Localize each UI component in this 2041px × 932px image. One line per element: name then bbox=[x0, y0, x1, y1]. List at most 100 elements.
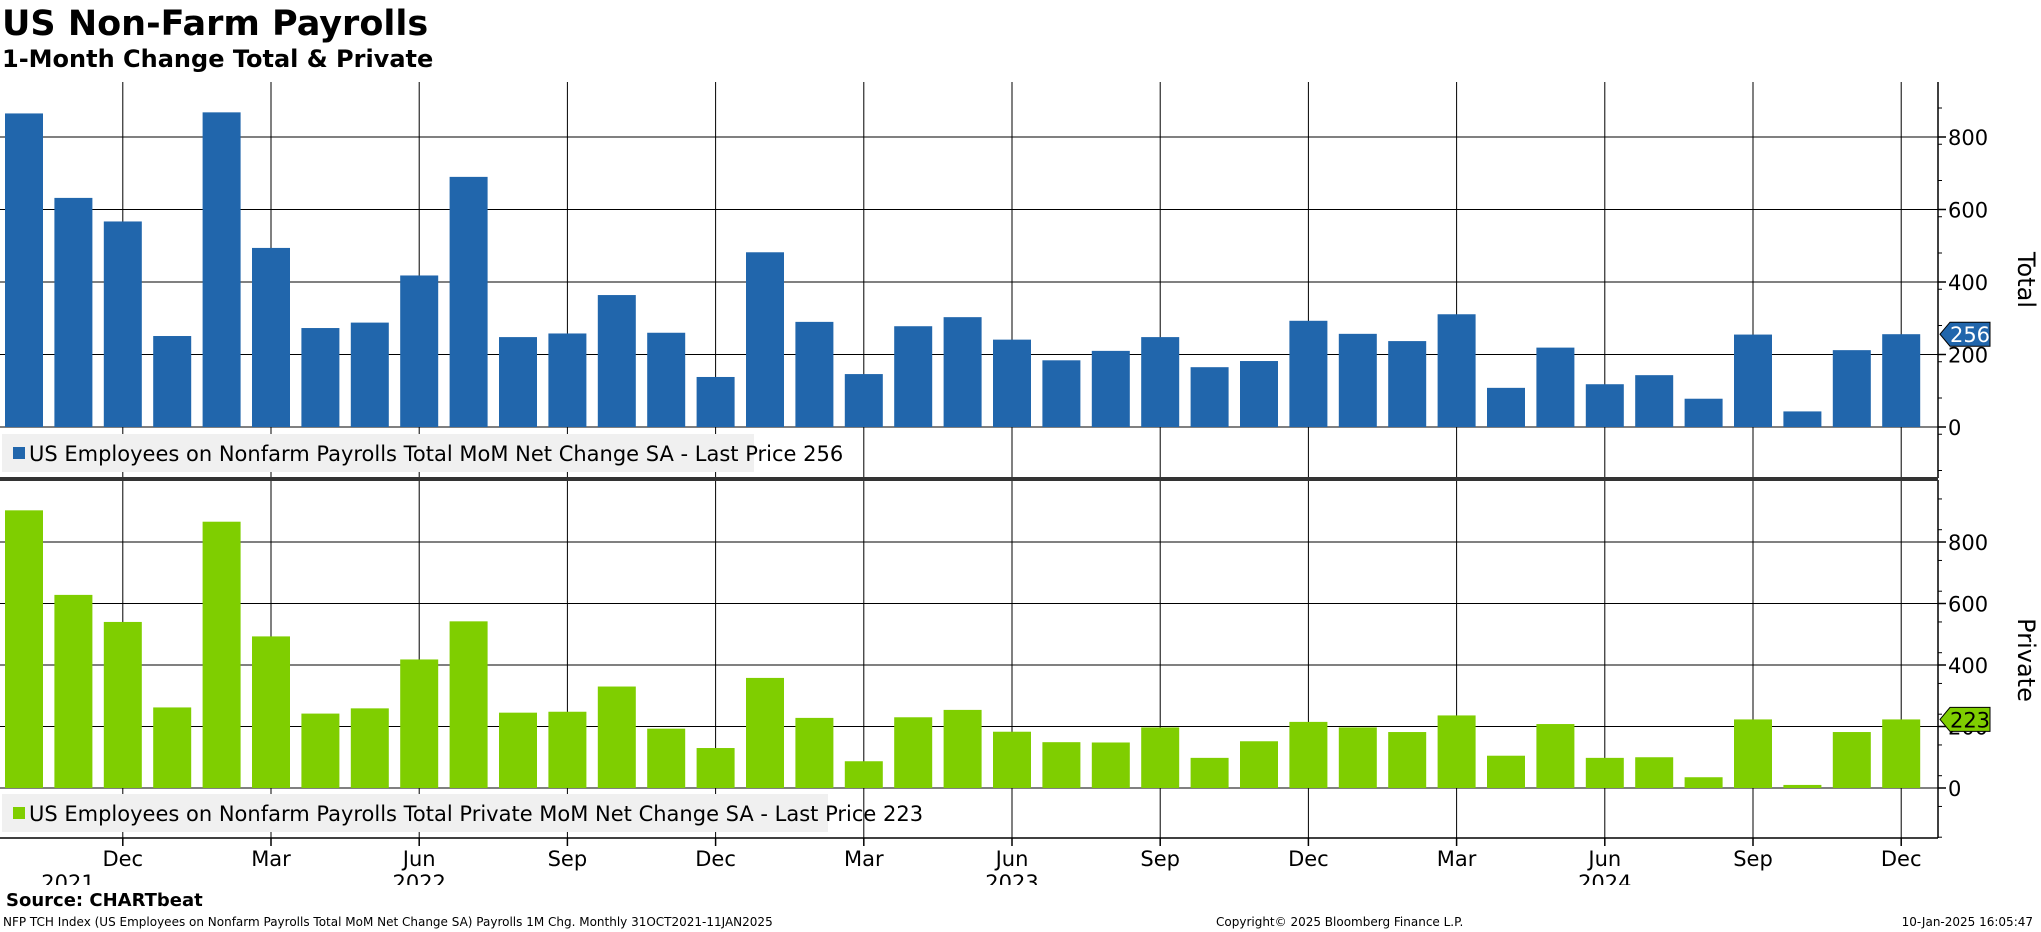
x-tick-label: Dec bbox=[102, 847, 143, 871]
x-year-label: 2023 bbox=[985, 871, 1038, 885]
private-bar bbox=[449, 621, 488, 788]
total-bar bbox=[1141, 337, 1180, 427]
total-bar bbox=[746, 252, 784, 427]
total-legend-swatch bbox=[13, 447, 25, 459]
private-bar bbox=[1585, 757, 1624, 788]
private-bar bbox=[301, 713, 340, 788]
x-year-label: 2022 bbox=[392, 871, 445, 885]
private-bar bbox=[1042, 742, 1081, 788]
private-bar bbox=[1635, 757, 1674, 788]
total-legend-box bbox=[2, 434, 754, 472]
total-bar bbox=[301, 328, 340, 427]
total-bar bbox=[1882, 334, 1921, 427]
total-bar bbox=[1240, 361, 1278, 427]
total-ytick-label: 600 bbox=[1948, 199, 1988, 223]
total-bar bbox=[252, 247, 290, 427]
total-bar bbox=[597, 295, 636, 427]
private-bar bbox=[548, 711, 587, 788]
total-bar bbox=[647, 332, 686, 427]
private-ytick-label: 400 bbox=[1948, 654, 1988, 678]
private-legend-text: US Employees on Nonfarm Payrolls Total P… bbox=[29, 802, 923, 826]
x-tick-label: Jun bbox=[1586, 847, 1621, 871]
chart-subtitle: 1-Month Change Total & Private bbox=[2, 45, 434, 73]
total-bar bbox=[1042, 360, 1081, 427]
private-bar bbox=[499, 712, 537, 788]
private-bar bbox=[400, 659, 439, 788]
total-ytick-label: 0 bbox=[1948, 416, 1961, 440]
x-year-label: 2024 bbox=[1578, 871, 1631, 885]
total-bar bbox=[548, 333, 587, 427]
total-ytick-label: 200 bbox=[1948, 344, 1988, 368]
total-bar bbox=[1487, 387, 1525, 427]
total-last-price-tag bbox=[1939, 321, 1991, 347]
private-bar bbox=[1882, 719, 1921, 788]
private-bar bbox=[5, 510, 43, 788]
private-bar bbox=[1536, 724, 1575, 788]
total-bar bbox=[1783, 411, 1822, 427]
private-legend-box bbox=[2, 794, 828, 832]
total-bar bbox=[1437, 314, 1476, 427]
total-bar bbox=[1684, 398, 1723, 427]
private-bar bbox=[153, 707, 192, 788]
total-bar bbox=[1091, 350, 1130, 427]
total-bar bbox=[1585, 384, 1624, 427]
private-legend-swatch bbox=[13, 807, 25, 819]
total-bar bbox=[400, 275, 439, 427]
total-bar bbox=[1832, 350, 1871, 427]
total-bar bbox=[795, 321, 834, 427]
private-bar bbox=[795, 717, 834, 788]
private-bar bbox=[1437, 715, 1476, 788]
x-tick-label: Sep bbox=[1140, 847, 1180, 871]
private-bar bbox=[597, 686, 636, 788]
total-ytick-label: 400 bbox=[1948, 271, 1988, 295]
total-bar bbox=[1635, 375, 1674, 427]
private-ytick-label: 600 bbox=[1948, 593, 1988, 617]
bar-chart: 0 200 400 600 800 Total 256 US Employees on Non… bbox=[0, 82, 2040, 885]
private-bar bbox=[1783, 784, 1822, 788]
private-axis-title: Private bbox=[2012, 618, 2040, 702]
total-bar bbox=[350, 322, 389, 427]
total-bar bbox=[844, 374, 883, 427]
private-bar bbox=[350, 708, 389, 788]
private-bar bbox=[993, 731, 1031, 788]
x-tick-label: Dec bbox=[1881, 847, 1922, 871]
total-bar bbox=[449, 176, 488, 427]
x-tick-label: Jun bbox=[401, 847, 436, 871]
private-bar bbox=[202, 521, 241, 788]
chart-title: US Non-Farm Payrolls bbox=[2, 4, 429, 44]
total-last-price-label: 256 bbox=[1950, 323, 1990, 347]
x-tick-label: Mar bbox=[844, 847, 884, 871]
private-bar bbox=[1734, 719, 1772, 788]
private-bar bbox=[1289, 721, 1328, 788]
private-bar bbox=[1684, 777, 1723, 788]
x-tick-label: Mar bbox=[1437, 847, 1477, 871]
private-ytick-label: 0 bbox=[1948, 777, 1961, 801]
total-bar bbox=[1388, 341, 1427, 427]
private-bar bbox=[1141, 727, 1180, 788]
total-bar bbox=[1338, 333, 1377, 427]
private-bar bbox=[647, 728, 686, 788]
footer-timestamp: 10-Jan-2025 16:05:47 bbox=[1901, 915, 2033, 929]
footer-copyright: Copyright© 2025 Bloomberg Finance L.P. bbox=[1216, 915, 1464, 929]
private-ytick-label: 800 bbox=[1948, 531, 1988, 555]
private-bar bbox=[1388, 732, 1427, 788]
total-bar bbox=[1190, 367, 1229, 427]
private-last-price-label: 223 bbox=[1950, 708, 1990, 732]
total-legend-text: US Employees on Nonfarm Payrolls Total M… bbox=[29, 442, 843, 466]
private-bar bbox=[1091, 742, 1130, 788]
private-bar bbox=[844, 761, 883, 788]
x-tick-label: Dec bbox=[1288, 847, 1329, 871]
private-bar bbox=[894, 717, 933, 788]
total-bar bbox=[499, 337, 537, 427]
total-bar bbox=[894, 326, 933, 427]
footer-description: NFP TCH Index (US Employees on Nonfarm P… bbox=[3, 915, 773, 929]
total-bar bbox=[993, 339, 1031, 427]
total-bar bbox=[5, 113, 43, 427]
x-tick-label: Sep bbox=[548, 847, 588, 871]
x-tick-label: Dec bbox=[695, 847, 736, 871]
private-bar bbox=[943, 709, 982, 788]
private-bar bbox=[746, 677, 784, 788]
x-tick-label: Mar bbox=[251, 847, 291, 871]
total-bar bbox=[153, 336, 192, 427]
private-bar bbox=[1832, 732, 1871, 788]
